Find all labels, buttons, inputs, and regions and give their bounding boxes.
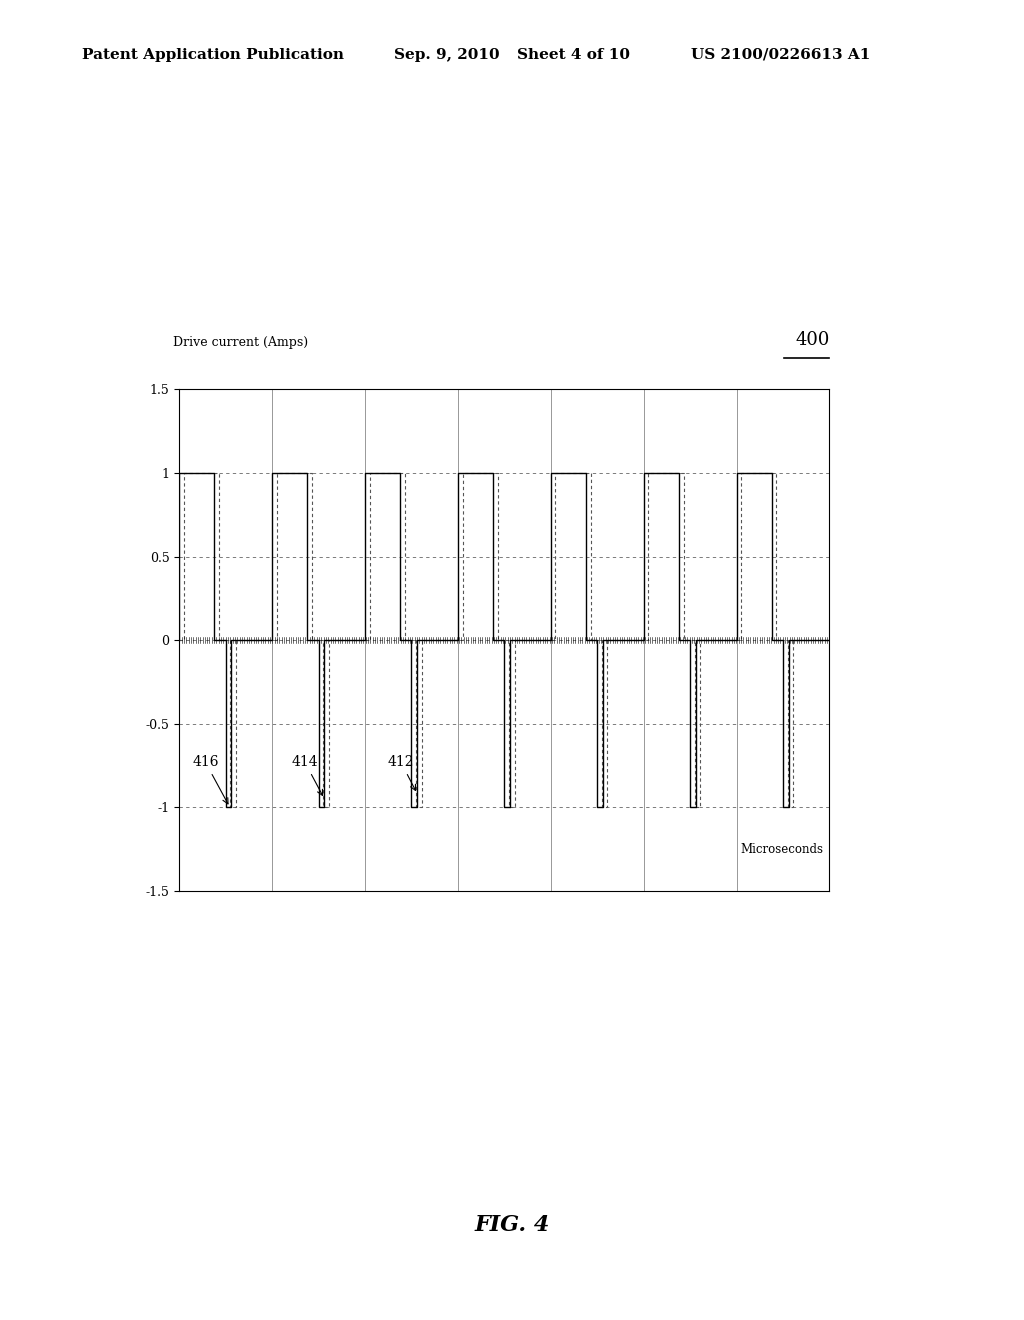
Text: Sheet 4 of 10: Sheet 4 of 10: [517, 48, 630, 62]
Text: Drive current (Amps): Drive current (Amps): [173, 337, 308, 350]
Text: 416: 416: [193, 755, 228, 804]
Text: 414: 414: [292, 755, 323, 796]
Text: 412: 412: [388, 755, 416, 791]
Text: 400: 400: [795, 331, 829, 350]
Text: Sep. 9, 2010: Sep. 9, 2010: [394, 48, 500, 62]
Text: Microseconds: Microseconds: [740, 842, 823, 855]
Text: Patent Application Publication: Patent Application Publication: [82, 48, 344, 62]
Text: US 2100/0226613 A1: US 2100/0226613 A1: [691, 48, 870, 62]
Text: FIG. 4: FIG. 4: [474, 1214, 550, 1236]
